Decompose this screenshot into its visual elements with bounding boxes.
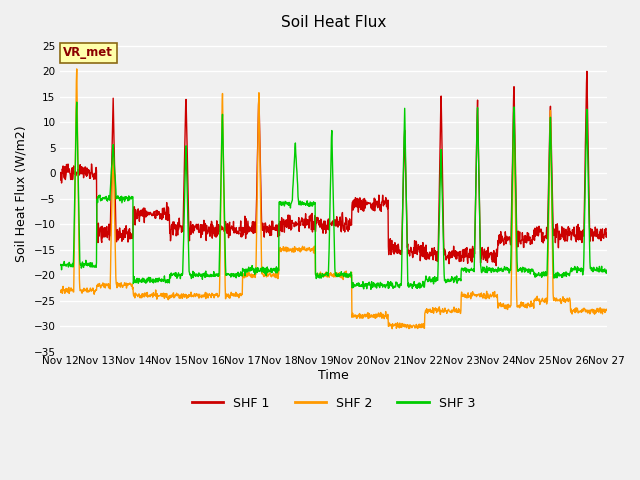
Line: SHF 3: SHF 3 [60,102,607,289]
SHF 1 [178,227,186,233]
SHF 3 [490,267,498,273]
SHF 2 [388,326,396,332]
SHF 1 [239,225,247,231]
SHF 1 [419,253,426,259]
SHF 2 [56,289,64,295]
SHF 1 [492,263,500,268]
SHF 2 [490,291,498,297]
SHF 3 [179,272,186,278]
SHF 1 [490,249,497,255]
Title: Soil Heat Flux: Soil Heat Flux [281,15,386,30]
SHF 3 [73,99,81,105]
SHF 2 [603,307,611,313]
SHF 3 [239,268,247,274]
SHF 3 [56,262,64,267]
Text: VR_met: VR_met [63,47,113,60]
SHF 1 [583,69,591,74]
SHF 2 [239,273,247,279]
Line: SHF 2: SHF 2 [60,69,607,329]
SHF 3 [165,278,173,284]
SHF 3 [603,267,611,273]
SHF 1 [164,205,172,211]
SHF 1 [538,236,546,241]
SHF 3 [419,278,427,284]
SHF 2 [73,66,81,72]
Line: SHF 1: SHF 1 [60,72,607,265]
SHF 2 [539,295,547,301]
X-axis label: Time: Time [318,369,349,382]
SHF 1 [603,230,611,236]
SHF 3 [367,287,375,292]
Y-axis label: Soil Heat Flux (W/m2): Soil Heat Flux (W/m2) [15,125,28,262]
SHF 2 [165,296,173,301]
SHF 2 [419,324,427,330]
SHF 2 [179,296,186,301]
SHF 1 [56,177,64,183]
SHF 3 [539,273,547,279]
Legend: SHF 1, SHF 2, SHF 3: SHF 1, SHF 2, SHF 3 [187,392,480,415]
